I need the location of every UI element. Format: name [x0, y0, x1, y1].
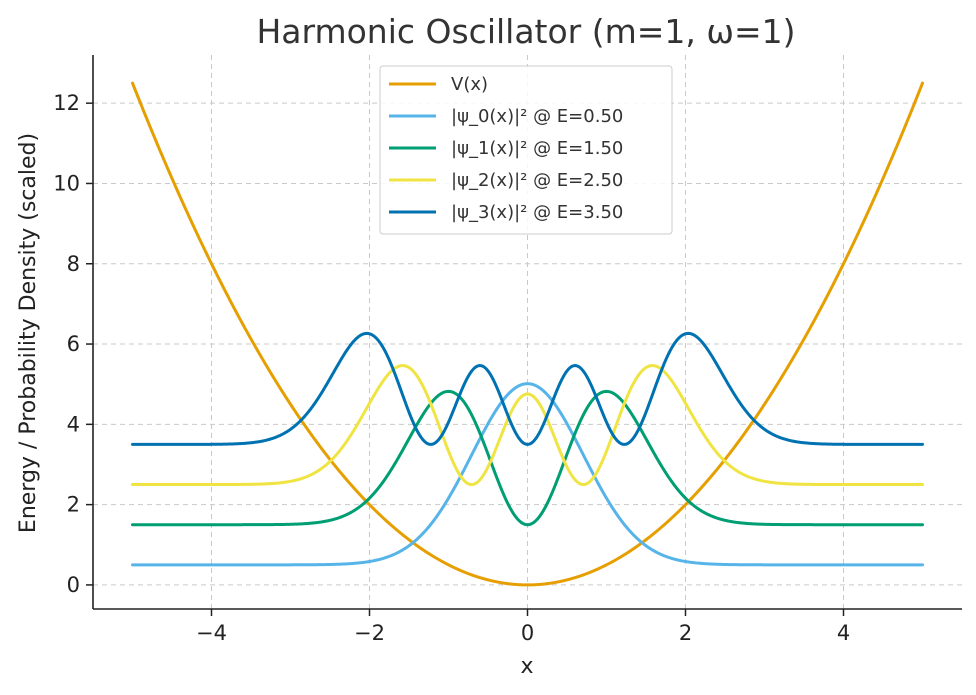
ticks: −4 −2 0 2 4 0 2 4 6 8 10 12 — [53, 91, 850, 645]
series-line-4 — [131, 331, 924, 446]
series-line-1 — [131, 382, 924, 567]
series-line-3 — [131, 364, 924, 487]
x-tick-label: −2 — [354, 621, 385, 645]
legend: V(x) |ψ_0(x)|² @ E=0.50 |ψ_1(x)|² @ E=1.50… — [379, 65, 673, 235]
y-tick-label: 2 — [67, 493, 80, 517]
y-axis-label: Energy / Probability Density (scaled) — [16, 133, 41, 533]
y-tick-label: 10 — [53, 171, 80, 195]
legend-label-1: |ψ_0(x)|² @ E=0.50 — [451, 106, 623, 127]
legend-label-2: |ψ_1(x)|² @ E=1.50 — [451, 138, 623, 159]
legend-box — [379, 65, 673, 235]
y-tick-label: 0 — [67, 573, 80, 597]
series-line-0 — [131, 81, 924, 587]
y-tick-label: 8 — [67, 252, 80, 276]
legend-label-0: V(x) — [451, 74, 488, 95]
x-tick-label: 0 — [521, 621, 534, 645]
y-tick-label: 12 — [53, 91, 80, 115]
y-tick-label: 4 — [67, 412, 80, 436]
plot-lines — [131, 81, 924, 587]
y-tick-label: 6 — [67, 332, 80, 356]
legend-label-3: |ψ_2(x)|² @ E=2.50 — [451, 170, 623, 191]
x-tick-label: 2 — [679, 621, 692, 645]
legend-label-4: |ψ_3(x)|² @ E=3.50 — [451, 202, 623, 223]
x-axis-label: x — [520, 654, 533, 679]
chart-title: Harmonic Oscillator (m=1, ω=1) — [256, 12, 795, 51]
x-tick-label: 4 — [837, 621, 850, 645]
series-line-2 — [131, 389, 924, 527]
x-tick-label: −4 — [196, 621, 227, 645]
